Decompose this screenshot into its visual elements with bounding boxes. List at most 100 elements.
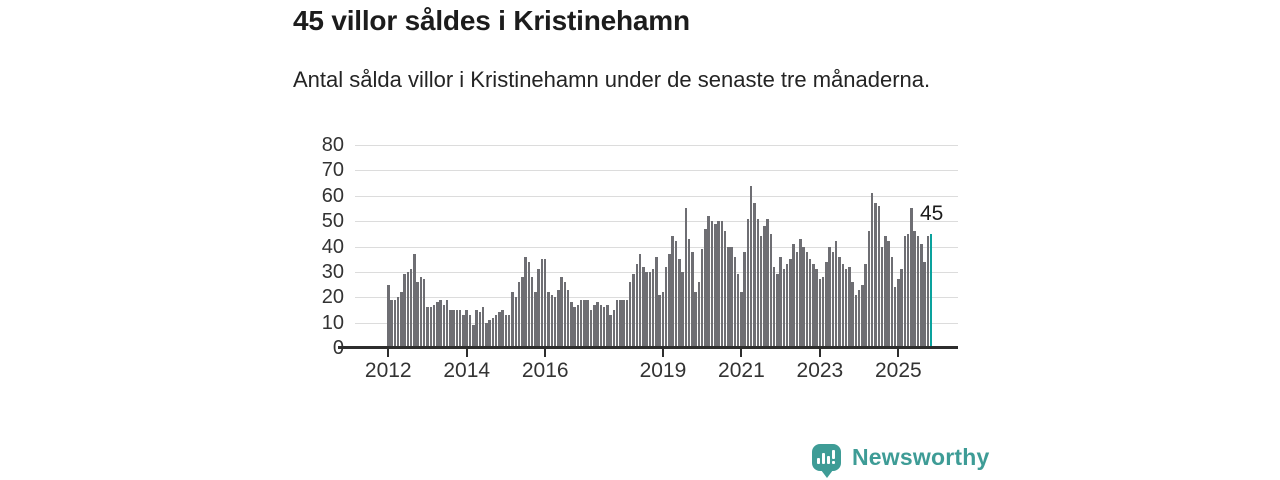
- bar: [485, 322, 488, 348]
- bar: [439, 299, 442, 348]
- bar: [694, 292, 697, 348]
- bar: [861, 284, 864, 348]
- bar: [763, 226, 766, 348]
- bar: [736, 274, 740, 348]
- bar: [923, 261, 926, 348]
- bar: [920, 243, 923, 348]
- bar: [599, 304, 603, 348]
- y-axis-tick-label: 0: [296, 336, 344, 360]
- bar: [527, 261, 531, 348]
- bar: [714, 223, 717, 348]
- bar: [458, 309, 462, 348]
- bar: [789, 259, 792, 348]
- bar: [501, 309, 504, 348]
- bar: [403, 274, 406, 348]
- brand-wordmark: Newsworthy: [852, 444, 990, 470]
- bar: [697, 282, 701, 348]
- bar: [723, 231, 727, 348]
- bar: [455, 309, 459, 348]
- bar: [452, 309, 455, 348]
- bar: [422, 279, 426, 348]
- bar: [390, 299, 393, 348]
- bar: [511, 292, 514, 348]
- bar: [406, 271, 410, 348]
- logo-exclamation-dot: [832, 461, 835, 464]
- gridline: [355, 145, 958, 146]
- bar: [596, 302, 599, 348]
- bar: [671, 236, 674, 348]
- bar: [651, 269, 655, 348]
- bar: [606, 304, 609, 348]
- bar: [720, 221, 724, 348]
- bar: [727, 246, 730, 348]
- bar: [740, 292, 743, 348]
- bar: [818, 279, 822, 348]
- bar: [700, 249, 704, 348]
- bar: [481, 307, 485, 348]
- x-axis-tick: [661, 349, 664, 357]
- bar: [445, 299, 449, 348]
- chart-subtitle: Antal sålda villor i Kristinehamn under …: [293, 67, 931, 92]
- bar: [557, 289, 560, 348]
- x-axis-tick-label: 2025: [875, 359, 922, 382]
- bar: [553, 297, 557, 348]
- bar: [821, 276, 825, 348]
- bar: [808, 259, 812, 348]
- bar: [419, 276, 423, 348]
- last-value-label: 45: [920, 202, 944, 225]
- bar: [867, 231, 871, 348]
- y-axis-tick-label: 50: [321, 210, 344, 233]
- bar: [733, 256, 737, 348]
- bar: [903, 236, 907, 348]
- bar: [387, 284, 390, 348]
- bar: [589, 309, 593, 348]
- bar: [583, 299, 586, 348]
- bar: [396, 297, 400, 348]
- bar: [684, 208, 688, 348]
- bar: [877, 205, 880, 348]
- x-axis-tick-label: 2023: [796, 359, 844, 382]
- bar: [870, 193, 874, 348]
- gridline: [355, 221, 958, 223]
- bar: [475, 309, 478, 348]
- bar: [645, 271, 648, 348]
- y-axis-tick-label: 60: [321, 184, 344, 207]
- bar: [844, 269, 848, 348]
- bar: [782, 269, 786, 348]
- x-axis-tick: [544, 349, 547, 357]
- y-axis-tick-label: 30: [321, 260, 344, 283]
- bar: [848, 266, 851, 348]
- bar: [746, 218, 750, 348]
- bar: [681, 271, 684, 348]
- x-axis-line: [338, 346, 958, 349]
- bar: [707, 216, 710, 348]
- bar: [628, 282, 632, 348]
- bar: [488, 320, 491, 348]
- bar: [910, 208, 913, 348]
- logo-bar-1: [817, 458, 820, 464]
- bar: [664, 266, 668, 348]
- bar: [772, 266, 776, 348]
- logo-bar-2: [822, 453, 825, 464]
- bar: [442, 304, 446, 348]
- logo-bar-3: [827, 456, 830, 464]
- bar: [530, 276, 534, 348]
- bar: [593, 304, 596, 348]
- bar: [602, 307, 606, 348]
- bar: [841, 264, 845, 348]
- bar: [710, 221, 714, 348]
- bar: [916, 236, 920, 348]
- y-axis-tick-label: 10: [321, 311, 344, 334]
- bar: [586, 299, 589, 348]
- bar: [573, 307, 576, 348]
- bar: [468, 315, 472, 348]
- bar: [560, 276, 563, 348]
- bar: [504, 315, 508, 348]
- bar: [514, 297, 518, 348]
- bar: [661, 292, 665, 348]
- bar: [785, 264, 789, 348]
- bar: [759, 236, 763, 348]
- bar: [576, 304, 580, 348]
- x-axis-tick: [740, 349, 743, 357]
